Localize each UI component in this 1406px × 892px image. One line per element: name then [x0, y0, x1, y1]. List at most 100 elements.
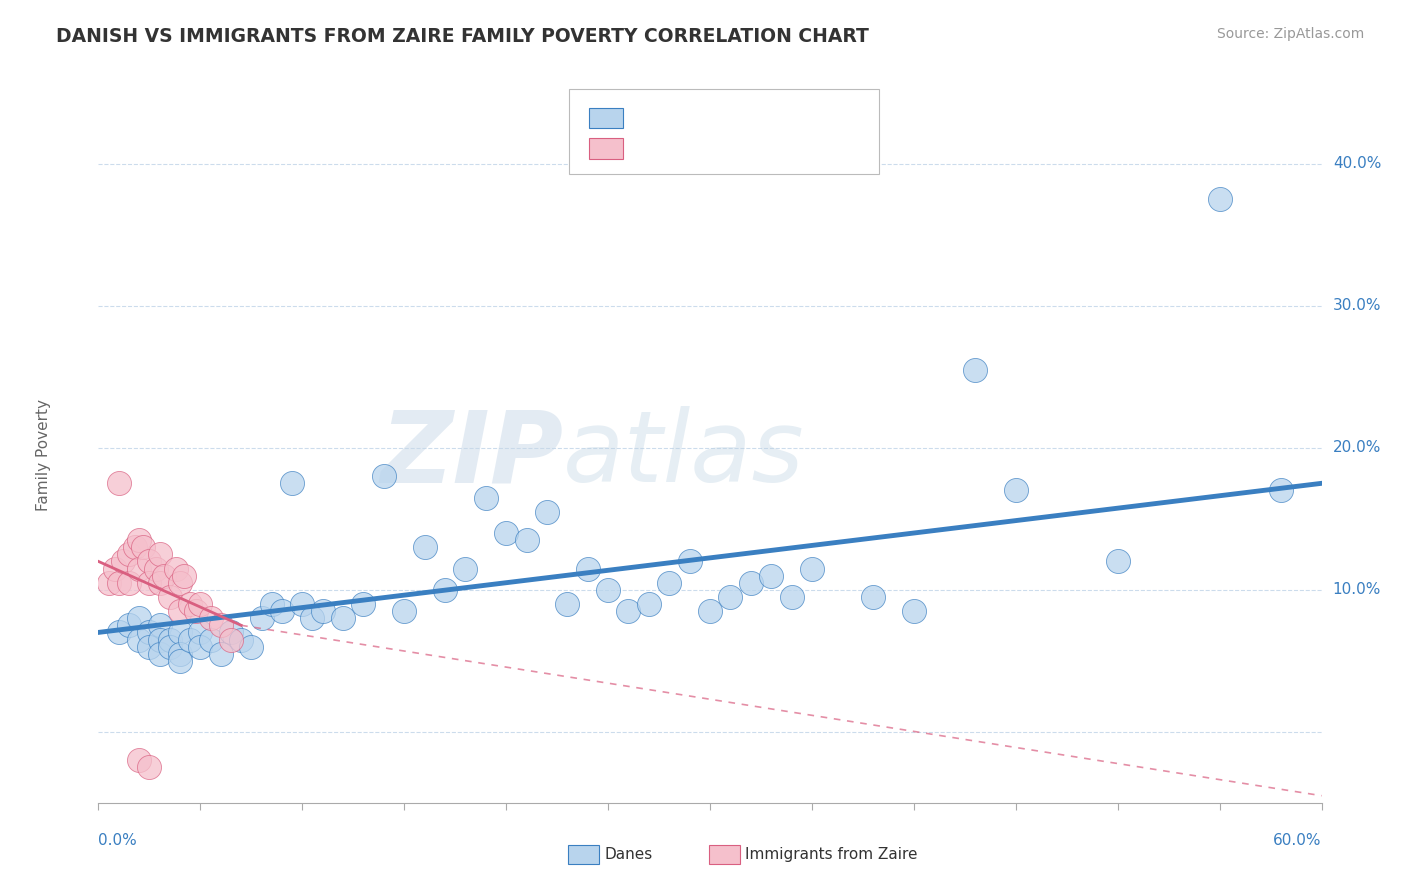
Point	[173, 568, 195, 582]
Point	[138, 625, 160, 640]
Point	[118, 575, 141, 590]
Point	[159, 632, 181, 647]
Point	[145, 561, 167, 575]
Text: ZIP: ZIP	[380, 407, 564, 503]
Point	[413, 540, 436, 554]
Point	[209, 618, 232, 632]
Point	[281, 476, 304, 491]
Point	[179, 632, 201, 647]
Point	[291, 597, 314, 611]
Point	[617, 604, 640, 618]
Point	[124, 540, 146, 554]
Point	[209, 647, 232, 661]
Point	[699, 604, 721, 618]
Point	[188, 640, 212, 654]
Point	[250, 611, 273, 625]
Point	[311, 604, 335, 618]
Point	[169, 604, 191, 618]
Point	[159, 640, 181, 654]
Point	[128, 533, 150, 548]
Text: 20.0%: 20.0%	[1333, 441, 1381, 455]
Point	[169, 575, 191, 590]
Point	[454, 561, 477, 575]
Point	[903, 604, 925, 618]
Point	[138, 760, 160, 774]
Point	[169, 654, 191, 668]
Point	[108, 575, 131, 590]
Point	[186, 604, 208, 618]
Point	[149, 575, 172, 590]
Point	[474, 491, 498, 505]
Point	[637, 597, 661, 611]
Point	[332, 611, 354, 625]
Point	[219, 625, 242, 640]
Point	[149, 547, 172, 561]
Text: Danes: Danes	[605, 847, 652, 862]
Point	[111, 554, 134, 568]
Text: atlas: atlas	[564, 407, 804, 503]
Point	[1270, 483, 1292, 498]
Point	[138, 554, 160, 568]
Text: 60.0%: 60.0%	[1274, 833, 1322, 848]
Point	[128, 561, 150, 575]
Point	[149, 618, 172, 632]
Text: 40.0%: 40.0%	[1333, 156, 1381, 171]
Point	[179, 597, 201, 611]
Point	[759, 568, 782, 582]
Point	[149, 632, 172, 647]
Point	[658, 575, 681, 590]
Text: R = -0.258   N = 27: R = -0.258 N = 27	[628, 139, 779, 153]
Point	[260, 597, 283, 611]
Point	[118, 618, 141, 632]
Point	[149, 647, 172, 661]
Point	[132, 540, 155, 554]
Point	[188, 597, 212, 611]
Point	[373, 469, 395, 483]
Point	[495, 526, 517, 541]
Text: 0.0%: 0.0%	[98, 833, 138, 848]
Point	[200, 632, 222, 647]
Point	[965, 362, 987, 376]
Text: Immigrants from Zaire: Immigrants from Zaire	[745, 847, 918, 862]
Text: 10.0%: 10.0%	[1333, 582, 1381, 598]
Point	[97, 575, 120, 590]
Point	[128, 611, 150, 625]
Text: Family Poverty: Family Poverty	[37, 399, 51, 511]
Point	[159, 590, 181, 604]
Text: R =  0.386   N = 60: R = 0.386 N = 60	[628, 109, 778, 123]
Point	[718, 590, 742, 604]
Point	[240, 640, 263, 654]
Point	[165, 561, 187, 575]
Point	[596, 582, 619, 597]
Point	[678, 554, 700, 568]
Point	[301, 611, 323, 625]
Text: 30.0%: 30.0%	[1333, 298, 1381, 313]
Point	[1107, 554, 1129, 568]
Point	[352, 597, 374, 611]
Text: Source: ZipAtlas.com: Source: ZipAtlas.com	[1216, 27, 1364, 41]
Point	[104, 561, 127, 575]
Point	[169, 625, 191, 640]
Point	[392, 604, 416, 618]
Point	[108, 476, 131, 491]
Point	[138, 640, 160, 654]
Point	[138, 575, 160, 590]
Point	[740, 575, 762, 590]
Point	[128, 632, 150, 647]
Point	[801, 561, 824, 575]
Point	[169, 647, 191, 661]
Point	[1208, 192, 1232, 206]
Point	[433, 582, 456, 597]
Point	[152, 568, 174, 582]
Text: DANISH VS IMMIGRANTS FROM ZAIRE FAMILY POVERTY CORRELATION CHART: DANISH VS IMMIGRANTS FROM ZAIRE FAMILY P…	[56, 27, 869, 45]
Point	[200, 611, 222, 625]
Point	[108, 625, 131, 640]
Point	[780, 590, 803, 604]
Point	[270, 604, 292, 618]
Point	[118, 547, 141, 561]
Point	[188, 625, 212, 640]
Point	[576, 561, 599, 575]
Point	[515, 533, 537, 548]
Point	[231, 632, 253, 647]
Point	[536, 505, 558, 519]
